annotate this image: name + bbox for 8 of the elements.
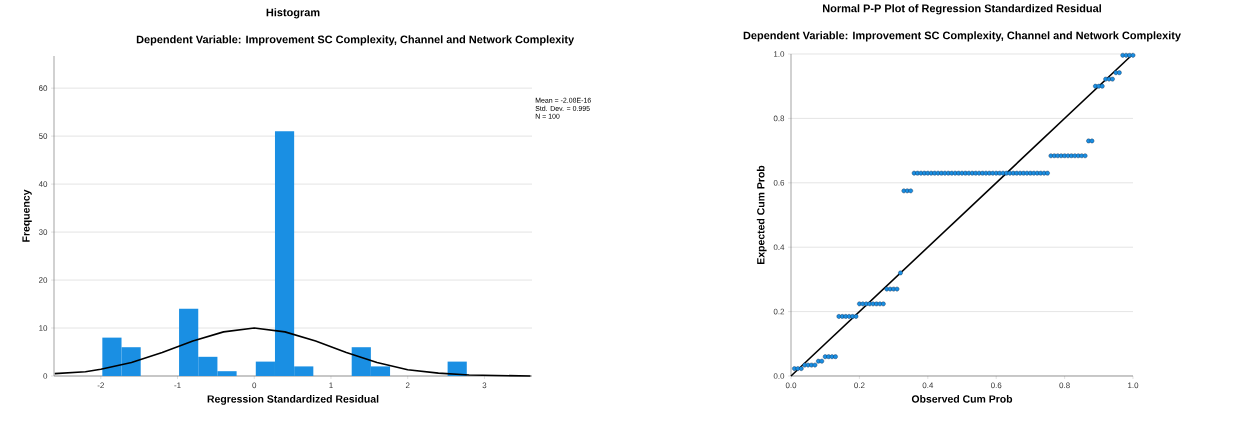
chart-title: Normal P-P Plot of Regression Standardized Residual <box>822 4 1101 15</box>
x-axis-title: Observed Cum Prob <box>911 395 1013 403</box>
x-axis-title: Regression Standardized Residual <box>207 395 379 405</box>
chart-subtitle: Dependent Variable: Improvement SC Complexity, Channel and Network Complexity <box>136 35 575 46</box>
chart-title: Histogram <box>266 8 320 19</box>
y-axis-title: Expected Cum Prob <box>756 165 767 264</box>
chart-subtitle: Dependent Variable: Improvement SC Complexity, Channel and Network Complexity <box>743 31 1181 42</box>
y-axis-title: Frequency <box>22 189 32 242</box>
